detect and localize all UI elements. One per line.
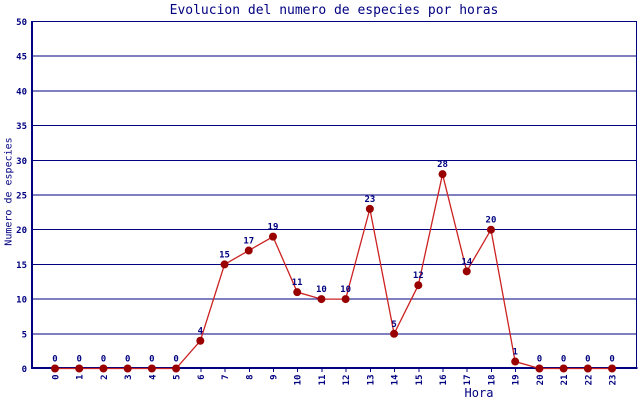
data-point-label: 0: [77, 355, 82, 365]
data-point: [317, 295, 326, 304]
data-point-label: 23: [364, 195, 375, 205]
data-point-label: 11: [292, 278, 303, 288]
x-tick-label: 12: [342, 375, 352, 386]
chart-title: Evolucion del numero de especies por hor…: [169, 3, 499, 18]
data-point: [608, 364, 617, 373]
data-point: [390, 329, 399, 338]
data-point: [123, 364, 132, 373]
data-point: [462, 267, 471, 276]
x-tick-label: 18: [487, 375, 497, 386]
data-point: [486, 225, 495, 234]
data-point: [511, 357, 520, 366]
data-point-label: 5: [391, 320, 396, 330]
data-point-label: 14: [461, 257, 472, 267]
data-point-label: 4: [198, 327, 204, 337]
y-tick-label: 50: [16, 18, 27, 28]
y-tick-label: 40: [16, 87, 27, 97]
data-point-label: 19: [268, 223, 279, 233]
data-point: [172, 364, 181, 373]
x-tick-label: 13: [366, 375, 376, 386]
x-tick-label: 0: [52, 375, 62, 380]
data-point: [196, 336, 205, 345]
data-line: [55, 174, 613, 370]
data-point: [268, 232, 277, 241]
x-tick-label: 10: [294, 375, 304, 386]
data-point: [438, 170, 447, 179]
data-point-label: 0: [609, 355, 614, 365]
x-tick-label: 21: [560, 375, 570, 386]
y-tick-label: 20: [16, 226, 27, 236]
x-tick-label: 19: [512, 375, 522, 386]
data-point: [341, 295, 350, 304]
y-axis-title: Numero de especies: [3, 137, 15, 246]
data-point: [75, 364, 84, 373]
data-point-label: 17: [243, 237, 254, 247]
x-tick-label: 23: [609, 375, 619, 386]
y-tick-label: 35: [16, 122, 27, 132]
data-point: [293, 288, 302, 297]
data-point-label: 20: [486, 216, 497, 226]
data-point-label: 0: [149, 355, 154, 365]
data-point-label: 0: [101, 355, 106, 365]
x-tick-label: 9: [269, 375, 279, 380]
data-point-label: 28: [437, 160, 448, 170]
x-tick-label: 20: [536, 375, 546, 386]
data-point: [147, 364, 156, 373]
data-point-label: 0: [585, 355, 590, 365]
data-point: [583, 364, 592, 373]
data-point: [559, 364, 568, 373]
data-point-label: 0: [173, 355, 178, 365]
data-point-label: 1: [512, 348, 517, 358]
y-tick-label: 10: [16, 296, 27, 306]
x-tick-label: 8: [245, 375, 255, 380]
data-point: [99, 364, 108, 373]
x-tick-label: 5: [173, 375, 183, 380]
y-tick-label: 5: [22, 330, 27, 340]
data-point-label: 10: [316, 285, 327, 295]
data-point-label: 15: [219, 250, 230, 260]
y-tick-label: 45: [16, 53, 27, 63]
data-point-label: 10: [340, 285, 351, 295]
x-tick-label: 6: [197, 375, 207, 380]
data-point: [365, 204, 374, 213]
x-tick-label: 22: [584, 375, 594, 386]
x-axis-title: Hora: [464, 386, 494, 400]
data-point: [244, 246, 253, 255]
y-tick-label: 30: [16, 157, 27, 167]
x-tick-label: 2: [100, 375, 110, 380]
y-tick-label: 0: [22, 365, 27, 375]
data-point: [535, 364, 544, 373]
y-tick-label: 25: [16, 192, 27, 202]
x-tick-label: 3: [124, 375, 134, 380]
data-point-label: 12: [413, 271, 424, 281]
x-tick-label: 15: [415, 375, 425, 386]
y-tick-label: 15: [16, 261, 27, 271]
data-point-label: 0: [537, 355, 542, 365]
x-tick-label: 17: [463, 375, 473, 386]
data-point-label: 0: [125, 355, 130, 365]
x-tick-label: 4: [148, 374, 158, 380]
data-point: [220, 260, 229, 269]
x-tick-label: 11: [318, 375, 328, 386]
data-point-label: 0: [561, 355, 566, 365]
data-point: [51, 364, 59, 373]
x-tick-label: 14: [391, 374, 401, 385]
data-point: [414, 281, 423, 290]
x-tick-label: 7: [221, 375, 231, 380]
x-tick-label: 1: [76, 375, 86, 380]
x-tick-label: 16: [439, 375, 449, 386]
data-point-label: 0: [52, 355, 57, 365]
